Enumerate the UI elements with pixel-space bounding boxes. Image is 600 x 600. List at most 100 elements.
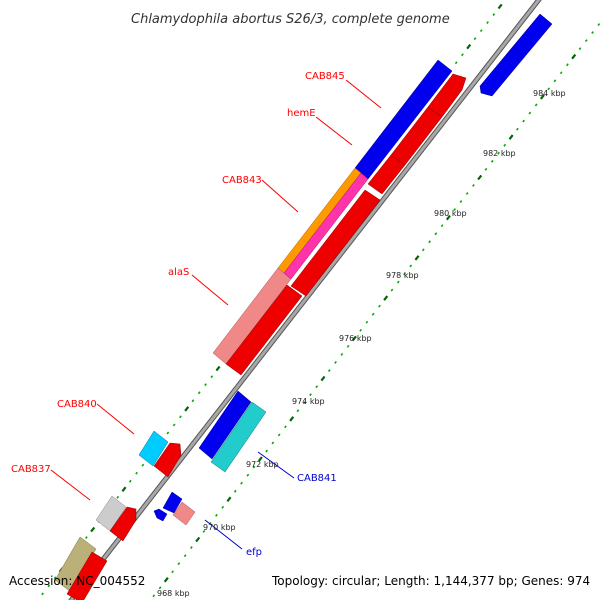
gene-label-cab843: CAB843 xyxy=(222,175,262,186)
inner-tick-track xyxy=(152,23,600,598)
outer-track-tick xyxy=(454,61,458,65)
outer-track-tick xyxy=(215,365,221,372)
inner-track-tick xyxy=(539,94,545,100)
gene-blue-arrow-984[interactable] xyxy=(479,13,553,97)
inner-track-tick xyxy=(215,513,218,517)
inner-track-tick xyxy=(320,375,326,382)
inner-track-tick xyxy=(434,232,438,236)
inner-track-tick xyxy=(284,425,287,429)
inner-track-tick xyxy=(302,401,306,405)
gene-blue-small-arrow[interactable] xyxy=(153,508,168,522)
inner-track-tick xyxy=(240,481,243,485)
gene-magenta-feature[interactable] xyxy=(283,172,369,280)
gene-red-arrow-4[interactable] xyxy=(290,189,381,297)
gene-pink-small-feature[interactable] xyxy=(172,501,196,526)
inner-track-tick xyxy=(346,344,350,348)
outer-track-tick xyxy=(41,592,44,596)
inner-track-tick xyxy=(152,594,156,598)
inner-track-tick xyxy=(190,546,193,549)
inner-track-tick xyxy=(453,208,457,211)
outer-track-tick xyxy=(479,29,483,33)
outer-track-tick xyxy=(141,463,145,467)
inner-track-tick xyxy=(547,87,551,91)
inner-track-tick xyxy=(233,489,237,493)
inner-track-tick xyxy=(477,174,483,181)
inner-track-tick xyxy=(571,53,577,60)
gene-red-arrow-7[interactable] xyxy=(109,506,137,542)
outer-track-tick xyxy=(486,21,489,24)
gene-label-cab837: CAB837 xyxy=(11,464,51,475)
inner-track-tick xyxy=(246,473,250,477)
tick-label-974: 974 kbp xyxy=(292,397,325,406)
feature-track-forward-inner xyxy=(66,73,467,600)
inner-track-tick xyxy=(315,385,319,389)
inner-track-tick xyxy=(508,134,514,140)
inner-track-tick xyxy=(440,224,444,228)
inner-track-tick xyxy=(340,353,344,356)
tick-label-970: 970 kbp xyxy=(203,523,236,532)
inner-track-tick xyxy=(421,248,425,252)
inner-track-tick xyxy=(252,465,256,469)
inner-track-tick xyxy=(597,23,600,26)
inner-track-tick xyxy=(378,304,381,308)
gene-olive-feature[interactable] xyxy=(54,536,97,593)
inner-track-tick xyxy=(578,47,582,51)
gene-cab841-feature[interactable] xyxy=(210,401,267,473)
outer-track-tick xyxy=(53,576,57,580)
inner-track-tick xyxy=(163,577,169,583)
feature-track-forward-outer xyxy=(54,59,453,593)
inner-track-tick xyxy=(428,240,431,244)
tick-label-980: 980 kbp xyxy=(434,209,467,218)
gene-label-cab840: CAB840 xyxy=(57,399,97,410)
gene-red-arrow-5[interactable] xyxy=(225,284,303,376)
tick-label-968: 968 kbp xyxy=(157,589,190,598)
inner-track-tick xyxy=(158,586,162,590)
inner-track-tick xyxy=(584,39,588,43)
tick-label-976: 976 kbp xyxy=(339,334,372,343)
tick-label-972: 972 kbp xyxy=(246,460,279,469)
gene-cab837-feature[interactable] xyxy=(95,495,127,532)
gene-red-arrow-2[interactable] xyxy=(427,73,467,118)
gene-red-arrow-3[interactable] xyxy=(367,154,406,195)
inner-track-tick xyxy=(445,214,451,221)
inner-track-tick xyxy=(472,184,475,187)
outer-track-tick xyxy=(461,53,464,57)
inner-track-tick xyxy=(553,79,557,83)
inner-track-tick xyxy=(465,192,469,195)
outer-track-tick xyxy=(492,13,496,16)
inner-track-tick xyxy=(528,111,532,115)
inner-track-tick xyxy=(289,416,295,422)
inner-track-tick xyxy=(503,143,507,147)
inner-track-tick xyxy=(183,554,187,558)
inner-track-tick xyxy=(195,536,201,543)
gene-efp-feature[interactable] xyxy=(162,491,183,514)
inner-track-tick xyxy=(566,63,569,67)
outer-track-tick xyxy=(128,479,132,483)
outer-track-tick xyxy=(179,415,182,419)
gene-blue-feature-974[interactable] xyxy=(198,390,252,460)
inner-track-tick xyxy=(414,255,420,261)
inner-track-tick xyxy=(365,320,369,324)
gene-red-arrow-6[interactable] xyxy=(153,442,182,478)
outer-track-tick xyxy=(473,37,477,41)
gene-cab840-feature[interactable] xyxy=(138,430,169,467)
outer-track-tick xyxy=(85,536,88,539)
inner-track-tick xyxy=(497,151,500,155)
inner-track-tick xyxy=(271,441,275,445)
inner-track-tick xyxy=(265,449,269,453)
topology-text: Topology: circular; Length: 1,144,377 bp… xyxy=(271,574,590,588)
outer-track-tick xyxy=(47,584,51,588)
inner-track-tick xyxy=(591,31,594,34)
inner-track-tick xyxy=(221,505,225,509)
map-title: Chlamydophila abortus S26/3, complete ge… xyxy=(131,12,450,27)
inner-track-tick xyxy=(396,280,400,284)
gene-red-arrow-8[interactable] xyxy=(66,551,108,600)
outer-track-tick xyxy=(197,391,201,395)
outer-track-tick xyxy=(135,471,138,475)
outer-track-tick xyxy=(90,526,96,533)
inner-track-tick xyxy=(277,433,281,437)
outer-track-tick xyxy=(116,495,120,499)
inner-track-tick xyxy=(390,288,394,292)
inner-track-tick xyxy=(177,562,181,566)
